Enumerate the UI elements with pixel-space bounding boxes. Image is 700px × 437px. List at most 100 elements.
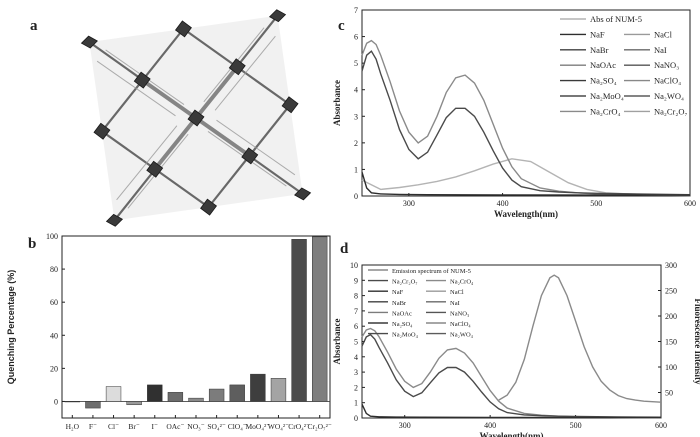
bar — [208, 388, 225, 402]
y-tick-label: 4 — [354, 86, 358, 95]
panel-label-d: d — [340, 241, 349, 257]
legend-entry: Abs of NUM-5 — [590, 14, 642, 24]
y2-axis-label: Fluorescence Intensity — [693, 298, 700, 385]
legend-entry: Emission spectrum of NUM-5 — [392, 268, 471, 275]
x-tick-label: H₂O — [66, 422, 80, 431]
legend-entry: Na₂SO₄ — [392, 321, 413, 328]
y2-tick-label: 200 — [665, 312, 677, 321]
legend-entry: NaCl — [654, 29, 673, 39]
crystal-structure-image — [80, 9, 312, 227]
y-tick-label: 7 — [354, 307, 358, 316]
x-axis-label: Wavelength(nm) — [480, 431, 544, 437]
x-tick-label: 600 — [684, 199, 696, 208]
bar — [188, 397, 204, 402]
x-tick-label: 300 — [403, 199, 415, 208]
x-tick-label: ClO₄⁻ — [228, 422, 247, 431]
x-tick-label: OAc⁻ — [166, 422, 184, 431]
y-tick-label: 80 — [50, 265, 58, 274]
series-line — [498, 274, 662, 403]
bar — [250, 373, 266, 402]
y-tick-label: 6 — [354, 322, 358, 331]
y-axis-label: Absorbance — [332, 80, 342, 126]
legend-entry: NaCl — [450, 289, 464, 296]
x-tick-label: WO₄²⁻ — [268, 422, 289, 431]
legend-entry: Na₂CrO₄ — [590, 106, 621, 116]
legend-entry: NaBr — [392, 300, 407, 307]
y2-tick-label: 300 — [665, 261, 677, 270]
legend-entry: Na₂MoO₄ — [590, 91, 624, 101]
plot-frame — [361, 9, 691, 197]
bar — [167, 392, 184, 402]
y-tick-label: 2 — [354, 383, 358, 392]
bar — [147, 384, 163, 402]
bar — [229, 384, 245, 402]
legend-entry: NaI — [654, 45, 667, 55]
plot-frame — [61, 235, 331, 419]
series-line — [361, 39, 691, 197]
y-axis-label: Absorbance — [332, 318, 342, 364]
series-line — [361, 327, 662, 419]
y-tick-label: 2 — [354, 139, 358, 148]
legend-entry: Na₂Cr₂O₇ — [392, 279, 418, 286]
y-tick-label: 9 — [354, 276, 358, 285]
series-line — [361, 158, 691, 196]
bar — [85, 401, 101, 409]
legend-entry: NaClO₄ — [654, 76, 681, 86]
plot-frame — [361, 264, 662, 419]
panel-label-a: a — [30, 18, 38, 34]
y-tick-label: 0 — [354, 192, 358, 201]
absorbance-chart: 0 1 2 3 4 5 6 7 300 400 500 600 Wavelength(nm) Absorb… — [332, 6, 696, 219]
legend-entry: Na₂CrO₄ — [450, 279, 474, 286]
x-axis-label: Wavelength(nm) — [494, 209, 558, 219]
panel-label-b: b — [28, 236, 36, 252]
x-tick-label: NO₃⁻ — [187, 422, 204, 431]
y2-tick-label: 50 — [665, 389, 673, 398]
legend-entry: NaClO₄ — [450, 321, 471, 328]
y-tick-label: 0 — [354, 414, 358, 423]
bar — [270, 378, 287, 402]
y-tick-label: 3 — [354, 112, 358, 121]
y-tick-label: 100 — [46, 232, 58, 241]
legend-entry: NaNO₃ — [654, 60, 679, 70]
bar — [291, 239, 307, 402]
legend-entry: Na₂Cr₂O₇ — [654, 106, 687, 116]
y2-tick-label: 100 — [665, 363, 677, 372]
x-tick-label: 500 — [590, 199, 602, 208]
legend-entry: Na₂MoO₄ — [392, 332, 419, 339]
bar — [312, 236, 328, 402]
x-tick-label: 600 — [655, 421, 667, 430]
series-line — [361, 50, 691, 196]
absorbance-emission-chart: 0 1 2 3 4 5 6 7 8 9 10 300 400 500 600 50 100 150 200 250 30… — [332, 261, 700, 437]
x-tick-label: 400 — [484, 421, 496, 430]
x-tick-label: Cl⁻ — [108, 422, 119, 431]
legend-entry: NaBr — [590, 45, 609, 55]
y-tick-label: 4 — [354, 353, 358, 362]
y2-tick-label: 150 — [665, 338, 677, 347]
y-tick-label: 1 — [354, 165, 358, 174]
y-axis-label: Quenching Percentage (%) — [6, 270, 16, 385]
bar — [105, 386, 122, 402]
y-tick-label: 8 — [354, 292, 358, 301]
bar-chart-quenching: 0 20 40 60 80 100 H₂O F⁻ Cl⁻ Br⁻ I⁻ OAc⁻ NO₃⁻ SO₄²⁻ Cl… — [6, 232, 332, 431]
series-line — [361, 403, 662, 419]
x-tick-label: 400 — [497, 199, 509, 208]
legend-entry: NaI — [450, 300, 460, 307]
bar — [64, 401, 80, 403]
legend-entry: NaNO₃ — [450, 310, 469, 317]
legend-entry: Na₂WO₄ — [450, 332, 474, 339]
series-line — [361, 171, 691, 196]
x-tick-label: 300 — [399, 421, 411, 430]
x-tick-label: SO₄²⁻ — [207, 422, 225, 431]
y-tick-label: 20 — [50, 364, 58, 373]
x-tick-label: Cr₂O₇²⁻ — [308, 422, 332, 431]
y-tick-label: 0 — [54, 397, 58, 406]
y-tick-label: 1 — [354, 399, 358, 408]
x-tick-label: CrO₄²⁻ — [288, 422, 310, 431]
y-tick-label: 6 — [354, 33, 358, 42]
y-tick-label: 40 — [50, 331, 58, 340]
y-tick-label: 60 — [50, 298, 58, 307]
series-line — [361, 333, 662, 418]
y-tick-label: 3 — [354, 368, 358, 377]
x-tick-label: F⁻ — [89, 422, 97, 431]
